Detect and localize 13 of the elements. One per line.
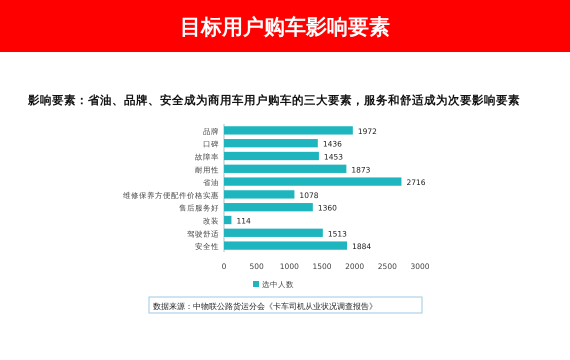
subtitle: 影响要素：省油、品牌、安全成为商用车用户购车的三大要素，服务和舒适成为次要影响要素 <box>28 93 520 107</box>
source-note: 数据来源：中物联公路货运分会《卡车司机从业状况调查报告》 <box>153 301 377 311</box>
bar <box>224 241 348 250</box>
bar <box>224 216 232 224</box>
bar <box>224 203 313 212</box>
title: 目标用户购车影响要素 <box>180 15 390 39</box>
bar <box>224 190 294 199</box>
bar <box>224 126 353 135</box>
bar <box>224 164 346 173</box>
bar <box>224 177 402 186</box>
bar <box>224 228 323 237</box>
bar <box>224 139 318 148</box>
bar <box>224 152 319 160</box>
